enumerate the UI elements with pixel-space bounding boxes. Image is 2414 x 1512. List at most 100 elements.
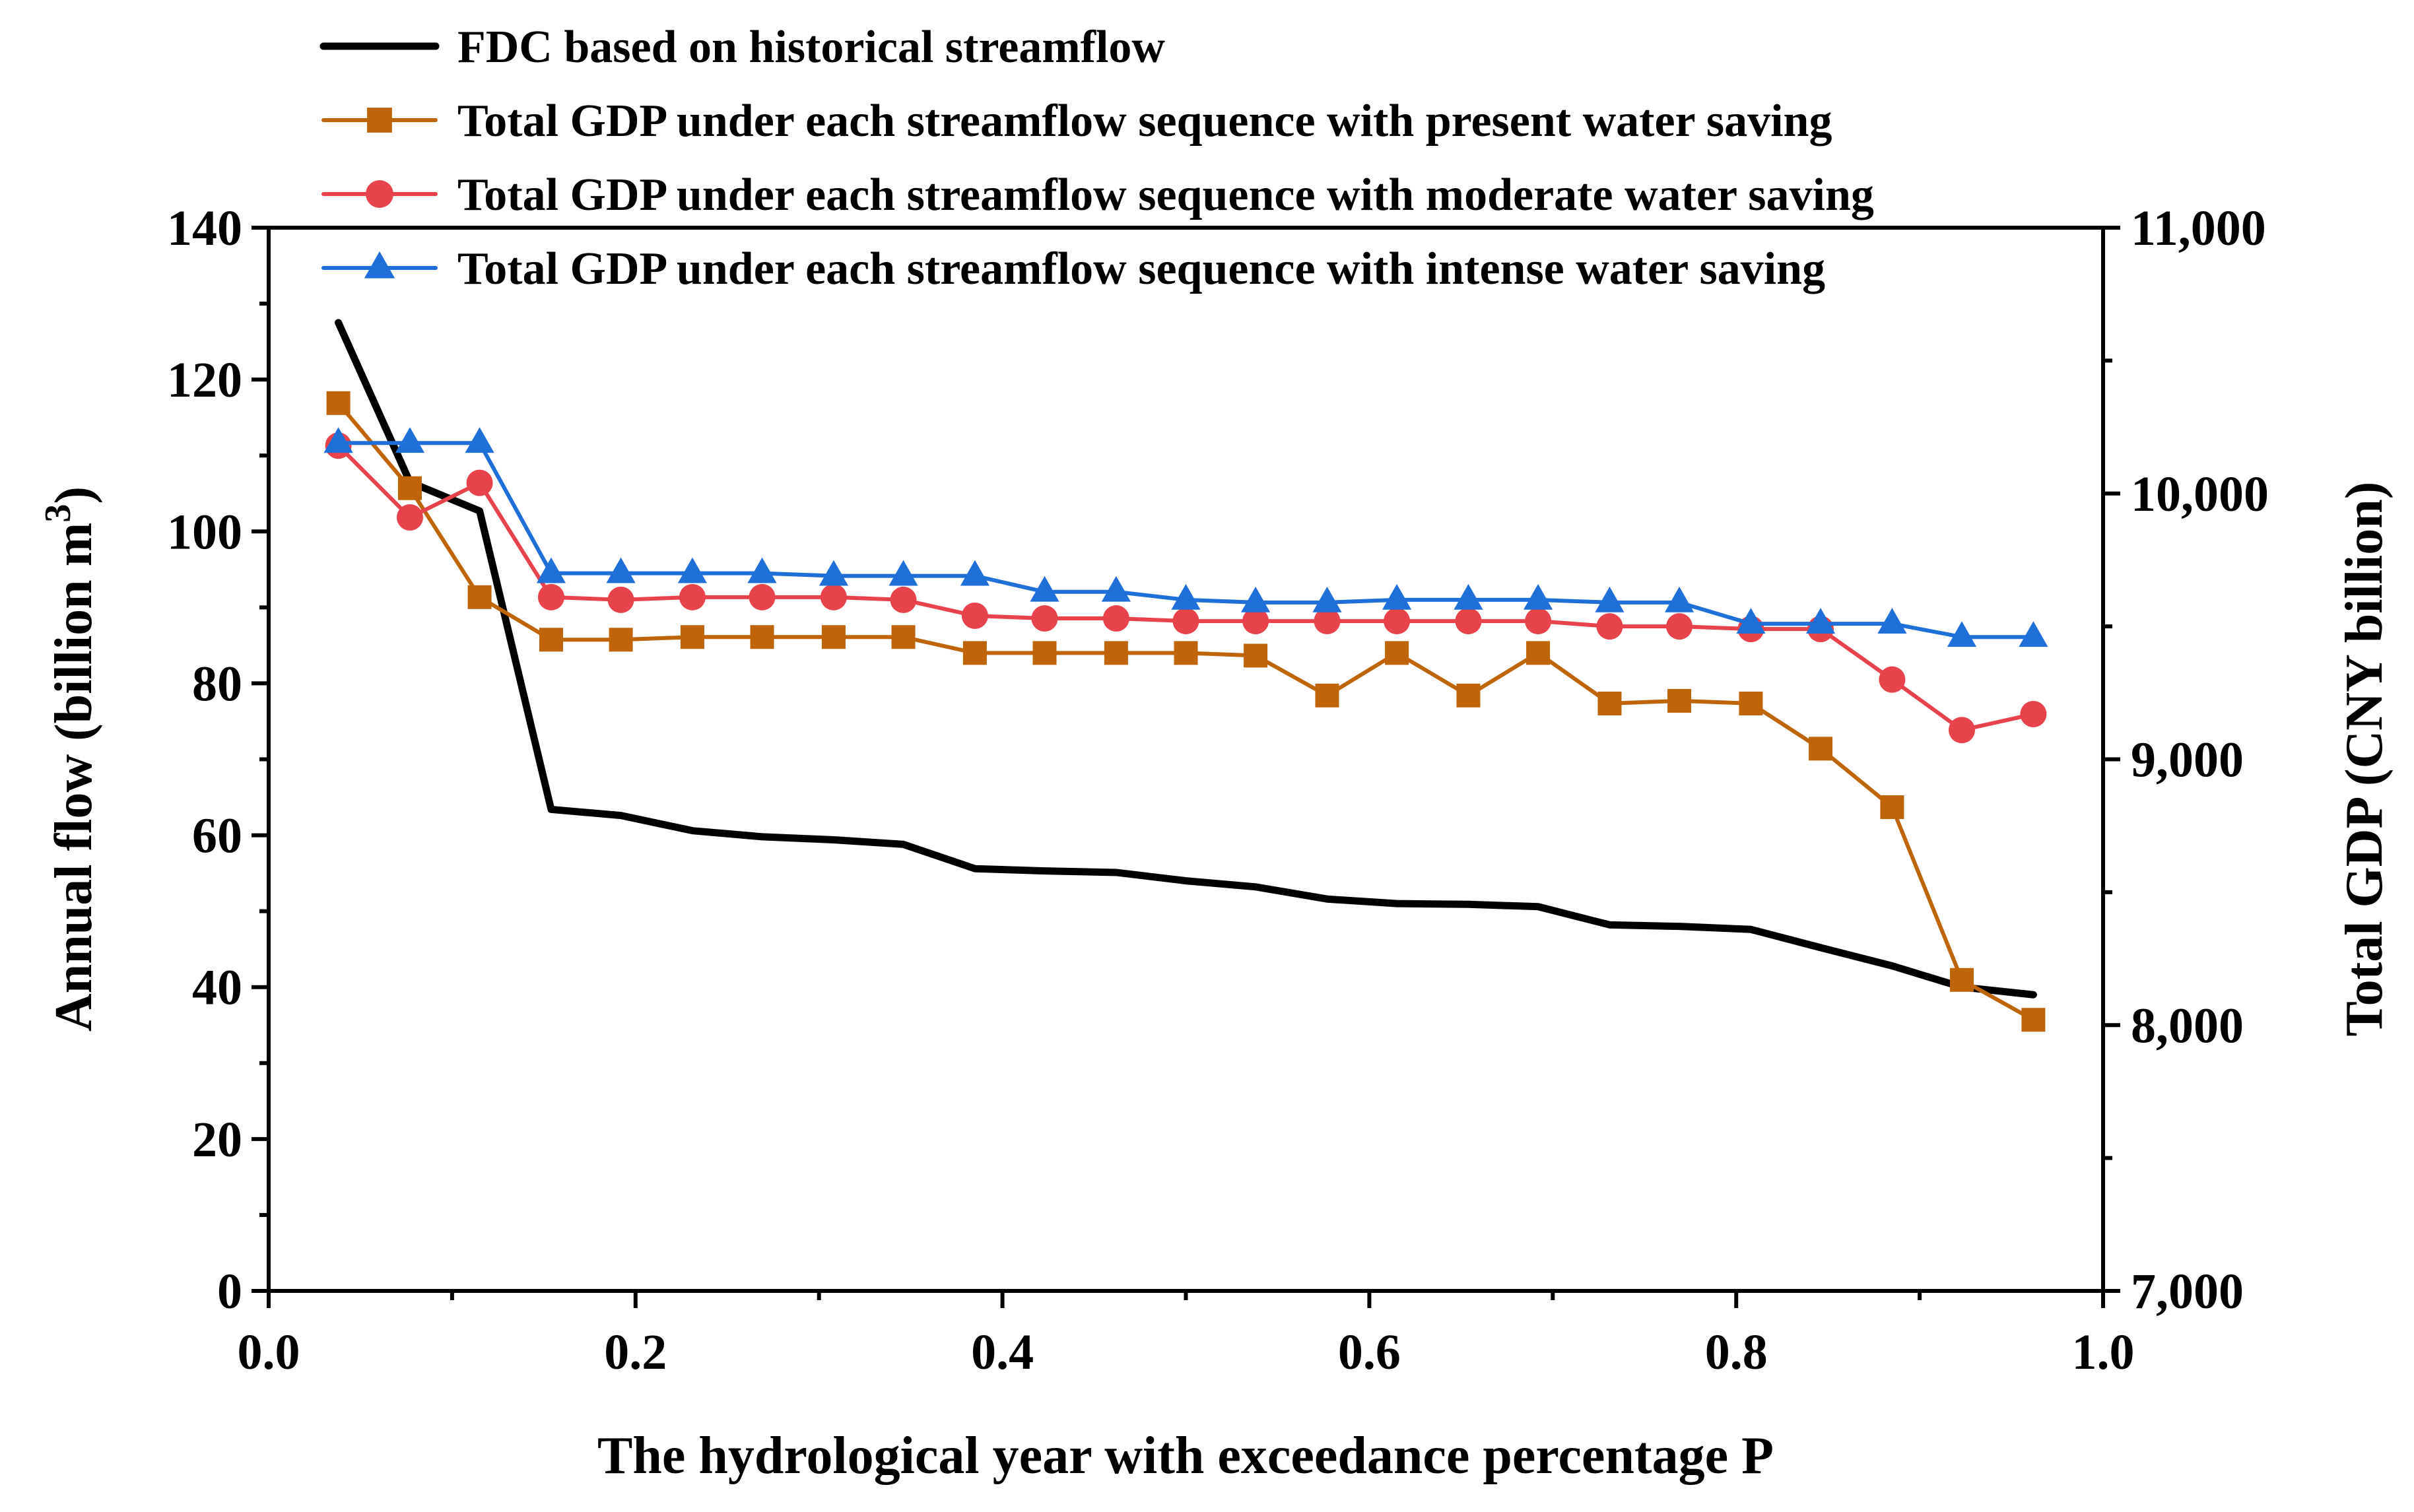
data-point-gdp-moderate: [396, 504, 423, 531]
y-left-tick-label: 140: [167, 201, 242, 256]
y-left-tick-label: 0: [217, 1264, 242, 1319]
y-axis-left-title: Annual flow (billion m3): [38, 486, 103, 1032]
data-point-gdp-moderate: [961, 603, 988, 630]
data-point-gdp-moderate: [1102, 605, 1129, 632]
data-point-gdp-intense: [1523, 583, 1553, 610]
legend-entry-gdp-moderate: Total GDP under each streamflow sequence…: [321, 170, 1874, 220]
series-gdp-present: [326, 391, 2046, 1032]
data-point-gdp-intense: [606, 557, 636, 583]
legend-label: FDC based on historical streamflow: [457, 22, 1165, 73]
y-left-tick-label: 120: [167, 352, 242, 408]
data-point-gdp-moderate: [749, 583, 776, 610]
x-tick-label: 0.6: [1338, 1325, 1401, 1380]
legend-swatch-marker: [366, 180, 393, 208]
data-point-gdp-intense: [1171, 583, 1201, 610]
y-left-tick-label: 20: [192, 1112, 242, 1167]
legend-entry-gdp-intense: Total GDP under each streamflow sequence…: [321, 244, 1825, 294]
legend-entry-fdc-historical: FDC based on historical streamflow: [319, 22, 1165, 73]
data-point-gdp-intense: [1030, 575, 1059, 602]
ticks: 0.0 0.2 0.4 0.6 0.8 1.0 0 20 40 60 80 100 120 140 7,00…: [167, 201, 2269, 1380]
data-point-gdp-moderate: [1666, 613, 1693, 640]
data-point-gdp-present: [1880, 795, 1904, 819]
y-right-tick-label: 8,000: [2131, 998, 2244, 1053]
data-point-gdp-intense: [1241, 586, 1271, 612]
y-left-tick-label: 60: [192, 808, 242, 864]
data-point-gdp-present: [1244, 643, 1268, 668]
data-point-gdp-intense: [1382, 583, 1412, 610]
data-point-gdp-intense: [1454, 583, 1483, 610]
x-axis-title: The hydrological year with exceedance pe…: [597, 1427, 1774, 1485]
data-point-gdp-present: [1667, 688, 1692, 713]
x-tick-label: 0.8: [1705, 1325, 1768, 1380]
data-point-gdp-intense: [819, 560, 849, 586]
data-point-gdp-moderate: [1242, 608, 1269, 635]
data-point-gdp-moderate: [1455, 608, 1482, 635]
data-point-gdp-intense: [677, 557, 708, 583]
data-point-gdp-moderate: [1031, 605, 1058, 632]
data-point-gdp-present: [539, 628, 563, 652]
y-right-tick-label: 7,000: [2131, 1264, 2244, 1319]
data-point-gdp-moderate: [466, 469, 493, 496]
legend-label: Total GDP under each streamflow sequence…: [457, 170, 1874, 220]
legend: FDC based on historical streamflow Total …: [319, 22, 1874, 294]
data-point-gdp-moderate: [890, 586, 917, 613]
y-axis-left-title-superscript: 3: [38, 504, 79, 523]
data-point-gdp-intense: [1877, 608, 1907, 634]
data-point-gdp-moderate: [537, 583, 564, 610]
data-point-gdp-moderate: [1525, 608, 1552, 635]
data-point-gdp-present: [1809, 737, 1833, 761]
data-point-gdp-present: [821, 625, 846, 649]
y-axis-left-title-suffix: ): [45, 486, 103, 504]
y-axis-right-title: Total GDP (CNY billion): [2335, 482, 2394, 1037]
data-point-gdp-intense: [465, 427, 494, 453]
data-point-gdp-present: [1385, 641, 1409, 665]
data-point-gdp-moderate: [679, 583, 706, 610]
plot-lines: [323, 319, 2048, 1032]
series-fdc-historical: [335, 319, 2037, 999]
data-point-gdp-intense: [1736, 608, 1766, 634]
data-point-gdp-intense: [323, 427, 353, 453]
y-right-tick-label: 10,000: [2131, 467, 2269, 522]
series-line-fdc-historical: [335, 319, 2037, 999]
data-point-gdp-intense: [395, 427, 425, 453]
data-point-gdp-present: [1597, 691, 1622, 715]
data-point-gdp-moderate: [1596, 613, 1623, 640]
data-point-gdp-moderate: [1949, 717, 1976, 744]
data-point-gdp-intense: [1664, 586, 1694, 612]
data-point-gdp-moderate: [1172, 608, 1199, 635]
legend-label: Total GDP under each streamflow sequence…: [457, 96, 1832, 147]
data-point-gdp-present: [397, 476, 422, 500]
y-left-tick-label: 80: [192, 656, 242, 711]
series-line-gdp-present: [336, 401, 2036, 1022]
data-point-gdp-present: [891, 625, 916, 649]
legend-swatch-marker: [367, 108, 392, 133]
data-point-gdp-intense: [1101, 575, 1131, 602]
x-tick-label: 0.4: [971, 1325, 1034, 1380]
data-point-gdp-present: [962, 641, 987, 665]
data-point-gdp-intense: [536, 557, 566, 583]
data-point-gdp-intense: [2019, 621, 2048, 647]
data-point-gdp-present: [326, 391, 351, 415]
data-point-gdp-intense: [888, 560, 918, 586]
data-point-gdp-intense: [747, 557, 777, 583]
legend-entry-gdp-present: Total GDP under each streamflow sequence…: [321, 96, 1832, 147]
data-point-gdp-intense: [960, 560, 989, 586]
data-point-gdp-present: [1104, 641, 1128, 665]
data-point-gdp-present: [1739, 691, 1763, 715]
data-point-gdp-present: [750, 625, 774, 649]
x-tick-label: 0.0: [238, 1325, 300, 1380]
x-tick-label: 0.2: [604, 1325, 667, 1380]
y-axis-left-title-main: Annual flow (billion m: [45, 523, 103, 1032]
data-point-gdp-present: [1950, 968, 1974, 992]
data-point-gdp-present: [1456, 683, 1481, 707]
legend-label: Total GDP under each streamflow sequence…: [457, 244, 1825, 294]
data-point-gdp-intense: [1947, 621, 1977, 647]
data-point-gdp-moderate: [820, 583, 847, 610]
y-left-tick-label: 40: [192, 960, 242, 1016]
data-point-gdp-present: [2021, 1008, 2046, 1032]
series-gdp-intense: [323, 427, 2048, 647]
data-point-gdp-present: [1174, 641, 1198, 665]
data-point-gdp-moderate: [2020, 701, 2047, 728]
data-point-gdp-present: [1032, 641, 1057, 665]
